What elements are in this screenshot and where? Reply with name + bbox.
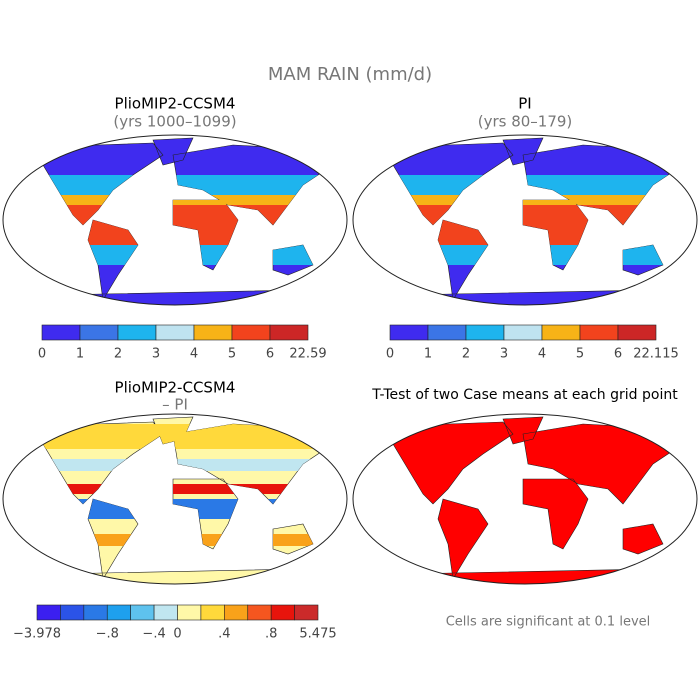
colorbar-label: 4: [538, 347, 546, 362]
colorbar-box: [269, 324, 309, 341]
colorbar-box: [200, 604, 225, 621]
colorbar-box: [247, 604, 272, 621]
colorbar-box: [155, 324, 195, 341]
colorbar-box: [617, 324, 657, 341]
panel-title: PlioMIP2-CCSM4: [115, 379, 236, 397]
colorbar-box: [503, 324, 543, 341]
colorbar-label: −.4: [142, 627, 165, 642]
colorbar-box: [79, 324, 119, 341]
panel-title: PI: [518, 95, 531, 113]
colorbar-label: 5.475: [299, 627, 336, 642]
figure-title: MAM RAIN (mm/d): [268, 64, 432, 85]
colorbar-box: [579, 324, 619, 341]
colorbar-label: 22.59: [289, 347, 326, 362]
map: [2, 134, 348, 306]
colorbar-label: 0: [173, 627, 181, 642]
colorbar-box: [153, 604, 178, 621]
colorbar-label: −3.978: [13, 627, 61, 642]
colorbar-label: 5: [228, 347, 236, 362]
colorbar-label: 3: [500, 347, 508, 362]
colorbar-label: 2: [114, 347, 122, 362]
panel-title: T-Test of two Case means at each grid po…: [371, 387, 678, 403]
colorbar-label: 5: [576, 347, 584, 362]
panel-subtitle: (yrs 1000–1099): [113, 113, 236, 131]
colorbar-box: [177, 604, 202, 621]
colorbar-label: .8: [265, 627, 277, 642]
colorbar-label: 0: [38, 347, 46, 362]
colorbar-box: [117, 324, 157, 341]
colorbar-label: .4: [218, 627, 230, 642]
colorbar-box: [541, 324, 581, 341]
colorbar-box: [389, 324, 429, 341]
colorbar-label: 6: [266, 347, 274, 362]
colorbar-box: [294, 604, 319, 621]
colorbar-label: −.8: [96, 627, 119, 642]
colorbar-box: [130, 604, 155, 621]
colorbar-label: 6: [614, 347, 622, 362]
colorbar-box: [270, 604, 295, 621]
panel-title: PlioMIP2-CCSM4: [115, 95, 236, 113]
panel-subtitle: – PI: [162, 396, 188, 414]
colorbar-box: [427, 324, 467, 341]
colorbar-label: 0: [386, 347, 394, 362]
map: [2, 413, 348, 585]
colorbar-box: [60, 604, 85, 621]
colorbar-box: [106, 604, 131, 621]
map: [352, 134, 698, 306]
colorbar-box: [41, 324, 81, 341]
colorbar-label: 3: [152, 347, 160, 362]
colorbar-label: 2: [462, 347, 470, 362]
map: [352, 413, 698, 585]
colorbar-box: [465, 324, 505, 341]
colorbar-label: 22.115: [633, 347, 679, 362]
colorbar-box: [83, 604, 108, 621]
colorbar-box: [193, 324, 233, 341]
colorbar-label: 4: [190, 347, 198, 362]
colorbar-box: [36, 604, 61, 621]
panel-subtitle: (yrs 80–179): [478, 113, 573, 131]
colorbar-box: [224, 604, 249, 621]
colorbar-label: 1: [424, 347, 432, 362]
colorbar-label: 1: [76, 347, 84, 362]
colorbar-box: [231, 324, 271, 341]
note: Cells are significant at 0.1 level: [446, 615, 651, 630]
